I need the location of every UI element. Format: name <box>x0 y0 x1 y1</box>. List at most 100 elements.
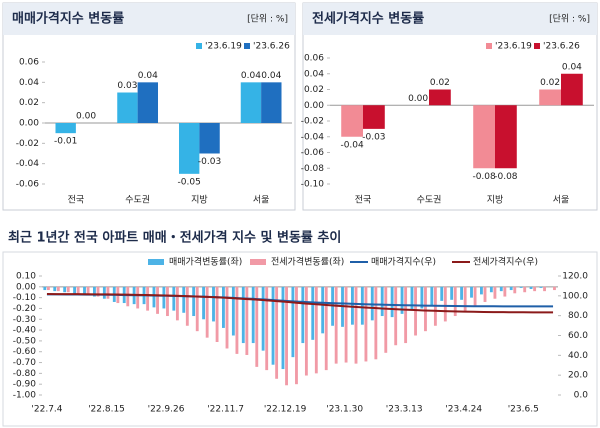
legend-label: 전세가격지수(우) <box>473 256 538 268</box>
bar <box>86 286 90 296</box>
bar <box>503 286 507 297</box>
bar <box>152 286 156 308</box>
legend-label: 매매가격변동률(좌) <box>169 256 242 268</box>
bar <box>215 286 219 342</box>
bar <box>374 286 378 360</box>
y-tick-label: -0.90 <box>13 380 37 390</box>
y-tick-label: -0.60 <box>13 347 37 357</box>
bar <box>265 286 269 371</box>
x-tick-label: '23.6.5 <box>508 405 539 415</box>
x-tick-label: 수도권 <box>125 194 150 206</box>
y-tick-label: -0.06 <box>16 180 40 190</box>
bar <box>463 286 467 312</box>
y-tick-label: 0.00 <box>16 282 36 292</box>
y-tick-label: 0.02 <box>19 98 39 108</box>
data-label: -0.08 <box>472 172 496 182</box>
data-label: -0.08 <box>494 172 518 182</box>
y-tick-label: -0.10 <box>13 293 37 303</box>
data-label: 0.04 <box>261 71 281 81</box>
bar <box>529 286 533 289</box>
bar <box>136 286 140 309</box>
panel-header <box>3 3 295 35</box>
bar <box>453 286 457 317</box>
chart-title: 전세가격지수 변동률 <box>312 11 424 27</box>
chart-title: 최근 1년간 전국 아파트 매매・전세가격 지수 및 변동률 추이 <box>8 230 341 246</box>
y-tick-label: -0.70 <box>13 358 37 368</box>
bar <box>480 286 483 295</box>
legend-label: '23.6.26 <box>543 42 580 52</box>
bar <box>483 286 487 302</box>
y-tick-label: 0.10 <box>16 272 36 282</box>
bar <box>561 73 583 106</box>
data-label: 0.04 <box>138 71 158 81</box>
legend-label: 매매가격지수(우) <box>371 256 436 268</box>
bar <box>241 286 245 344</box>
bar <box>460 286 464 300</box>
bar <box>394 286 398 346</box>
bar <box>205 286 209 338</box>
data-label: 0.03 <box>117 81 137 91</box>
bar <box>146 286 150 311</box>
bar <box>43 286 47 291</box>
bar <box>192 286 196 317</box>
legend-label: '23.6.19 <box>495 42 532 52</box>
bar <box>222 286 225 328</box>
y-tick-label: 0.02 <box>304 85 324 95</box>
bar <box>156 286 159 314</box>
bar <box>539 286 543 288</box>
bar <box>354 286 358 364</box>
bar <box>202 286 206 320</box>
bar <box>380 286 384 317</box>
legend-swatch <box>250 259 266 265</box>
bar <box>83 286 86 296</box>
y-tick-label: -0.80 <box>13 369 37 379</box>
bar <box>543 286 546 292</box>
y-tick-label: -0.50 <box>13 336 37 346</box>
y-tick-label: -0.40 <box>13 326 37 336</box>
bar <box>489 286 493 293</box>
y2-tick-label: 80.0 <box>568 311 588 321</box>
bar <box>137 82 159 123</box>
legend-label: 전세가격변동률(좌) <box>271 256 344 268</box>
bar <box>96 286 100 297</box>
bar <box>245 286 249 355</box>
bar <box>66 286 70 293</box>
bar <box>360 286 364 325</box>
data-label: 0.02 <box>430 78 450 88</box>
bar <box>55 123 76 134</box>
bar <box>363 105 385 129</box>
legend-label: '23.6.19 <box>205 42 242 52</box>
y-tick-label: -0.08 <box>301 164 325 174</box>
bar <box>301 286 305 344</box>
bar <box>195 286 199 332</box>
bar <box>291 286 295 358</box>
bar <box>281 286 285 370</box>
bar <box>314 286 318 374</box>
y-tick-label: 0.00 <box>304 101 324 111</box>
bar <box>553 286 556 291</box>
bar <box>334 286 338 364</box>
bar <box>429 89 451 106</box>
bar <box>126 286 130 307</box>
x-tick-label: '23.1.30 <box>326 405 363 415</box>
data-label: 0.04 <box>241 71 261 81</box>
bar <box>539 89 561 106</box>
x-tick-label: 서울 <box>253 195 270 206</box>
bar <box>400 286 404 314</box>
bar <box>295 286 298 385</box>
y-tick-label: -0.20 <box>13 304 37 314</box>
bar <box>414 286 417 336</box>
bar <box>231 286 235 336</box>
legend-label: '23.6.26 <box>253 42 290 52</box>
y-tick-label: -0.02 <box>16 139 39 149</box>
data-label: -0.03 <box>362 132 385 142</box>
bar <box>321 286 325 334</box>
bar <box>509 286 513 291</box>
unit-label: [단위 : %] <box>247 14 288 25</box>
data-label: 0.00 <box>76 112 96 122</box>
bar <box>225 286 229 349</box>
bar <box>261 82 282 123</box>
bar <box>175 286 179 321</box>
legend-swatch <box>486 43 492 49</box>
